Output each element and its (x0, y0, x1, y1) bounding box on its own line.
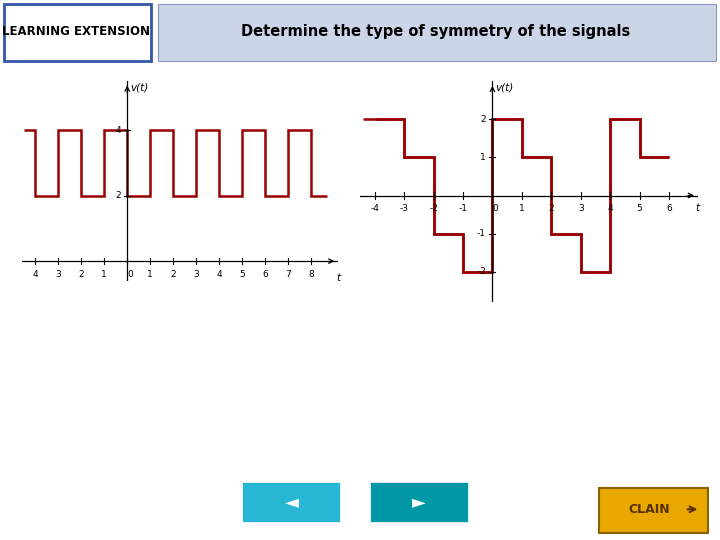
Text: 7: 7 (285, 271, 291, 279)
Text: LEARNING EXTENSION: LEARNING EXTENSION (1, 25, 150, 38)
Text: v(t): v(t) (130, 83, 148, 93)
Text: 5: 5 (239, 271, 245, 279)
FancyBboxPatch shape (243, 482, 341, 522)
Text: 3: 3 (55, 271, 61, 279)
Text: -1: -1 (459, 204, 467, 213)
Text: 4: 4 (116, 126, 122, 134)
Text: 2: 2 (78, 271, 84, 279)
FancyBboxPatch shape (4, 4, 151, 61)
Text: 3: 3 (193, 271, 199, 279)
Text: 2: 2 (549, 204, 554, 213)
Text: t: t (696, 203, 700, 213)
Text: t: t (336, 273, 341, 282)
Text: 6: 6 (262, 271, 268, 279)
FancyBboxPatch shape (158, 4, 716, 61)
Text: 4: 4 (32, 271, 38, 279)
Text: -2: -2 (477, 267, 486, 276)
Text: 5: 5 (636, 204, 642, 213)
Text: 6: 6 (666, 204, 672, 213)
Text: 1: 1 (102, 271, 107, 279)
Text: v(t): v(t) (495, 83, 513, 93)
Text: ◄: ◄ (284, 493, 298, 511)
Text: 1: 1 (480, 153, 486, 162)
Text: CLAIN: CLAIN (628, 503, 670, 516)
Text: -3: -3 (400, 204, 409, 213)
Text: -1: -1 (477, 229, 486, 238)
Text: ►: ► (412, 493, 426, 511)
Text: Determine the type of symmetry of the signals: Determine the type of symmetry of the si… (241, 24, 630, 38)
Text: 8: 8 (308, 271, 314, 279)
Text: 0: 0 (492, 204, 498, 213)
Text: 0: 0 (127, 271, 132, 279)
Text: 2: 2 (480, 114, 486, 124)
Text: -2: -2 (429, 204, 438, 213)
Text: 2: 2 (116, 191, 122, 200)
Text: 3: 3 (578, 204, 584, 213)
FancyBboxPatch shape (370, 482, 468, 522)
Text: 1: 1 (519, 204, 525, 213)
Text: 4: 4 (607, 204, 613, 213)
Text: 4: 4 (216, 271, 222, 279)
Text: 1: 1 (148, 271, 153, 279)
FancyBboxPatch shape (599, 488, 708, 532)
Text: -4: -4 (370, 204, 379, 213)
Text: 2: 2 (171, 271, 176, 279)
